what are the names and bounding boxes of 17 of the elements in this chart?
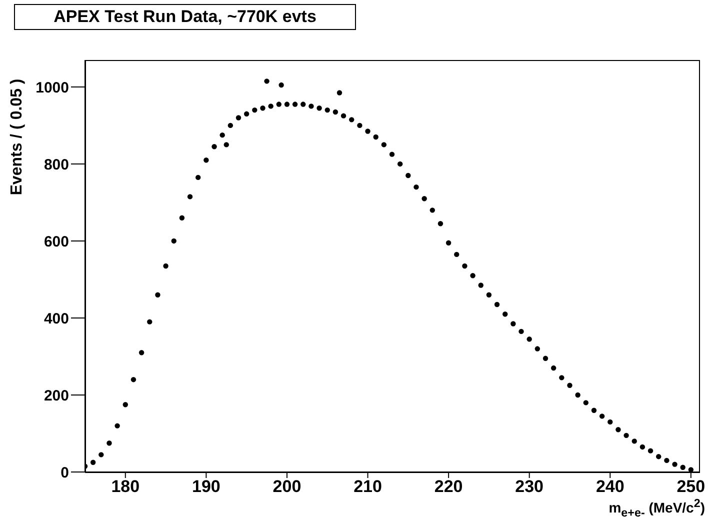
- chart-title: APEX Test Run Data, ~770K evts: [14, 4, 356, 30]
- x-tick-label: 180: [111, 477, 140, 496]
- x-tick-label: 230: [515, 477, 544, 496]
- x-tick-label: 240: [596, 477, 624, 496]
- y-axis-title: Events / ( 0.05 ): [8, 78, 26, 196]
- x-tick-label: 210: [354, 477, 382, 496]
- y-tick-label: 1000: [36, 79, 69, 96]
- y-tick-label: 800: [44, 156, 69, 174]
- y-tick-label: 400: [44, 310, 69, 328]
- x-tick-label: 190: [192, 477, 220, 496]
- x-tick-label: 250: [676, 477, 706, 496]
- y-tick-label: 600: [44, 233, 69, 250]
- y-tick-label: 0: [60, 464, 69, 482]
- x-axis-title: m$_{e+e-}$ (MeV/c$^{2}$): [608, 496, 705, 520]
- y-tick-label: 200: [44, 387, 69, 404]
- x-tick-label: 200: [272, 477, 302, 496]
- x-tick-label: 220: [434, 477, 463, 496]
